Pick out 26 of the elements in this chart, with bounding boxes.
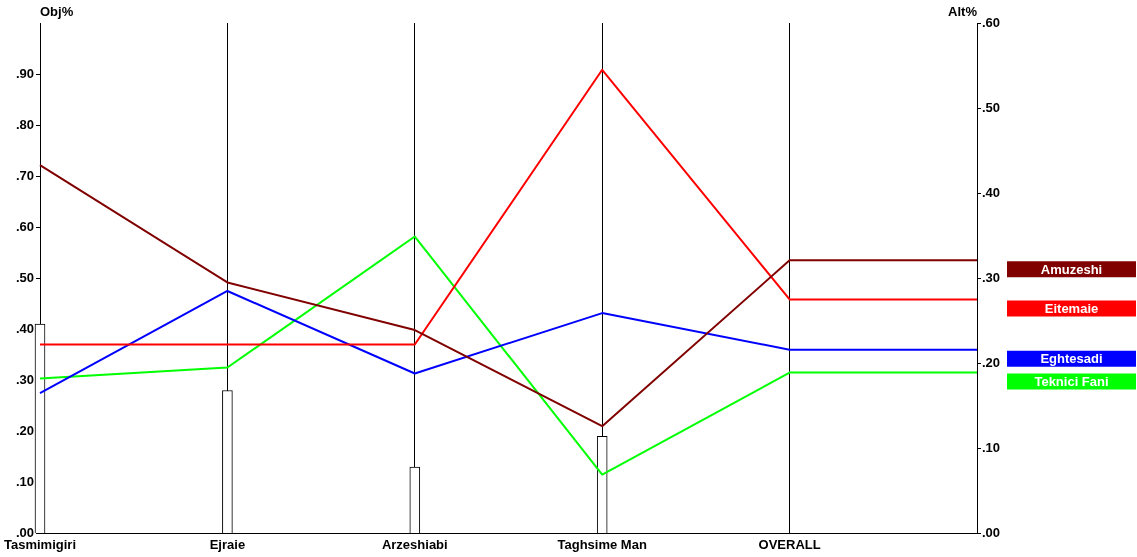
text: Amuzeshi — [1040, 261, 1103, 277]
y-tick-label: .70 — [15, 167, 34, 183]
x-tick-label: Taghsime Man — [557, 536, 647, 552]
y-axis-title: Obj% — [40, 4, 74, 20]
y2-tick-label: .10 — [982, 439, 1001, 455]
text: Eghtesadi — [1040, 351, 1103, 367]
y2-tick-label: .20 — [982, 354, 1001, 370]
x-tick-label: Arzeshiabi — [381, 536, 448, 552]
x-tick-label: Ejraie — [209, 536, 246, 552]
y2-tick-label: .40 — [982, 184, 1001, 200]
y-tick-label: .20 — [15, 422, 34, 438]
x-tick-label: OVERALL — [758, 536, 821, 552]
y2-tick-label: .50 — [982, 99, 1001, 115]
y-tick-label: .90 — [15, 65, 34, 81]
y-tick-label: .30 — [15, 371, 34, 387]
y2-tick-label: .00 — [982, 524, 1001, 540]
y-tick-label: .40 — [15, 320, 34, 336]
text: Teknici Fani — [1034, 374, 1109, 390]
text: Eitemaie — [1044, 301, 1099, 317]
y2-axis-title: Alt% — [948, 4, 978, 20]
y2-tick-label: .30 — [982, 269, 1001, 285]
y-tick-label: .10 — [15, 473, 34, 489]
y-tick-label: .50 — [15, 269, 34, 285]
y2-tick-label: .60 — [982, 14, 1001, 30]
y-tick-label: .60 — [15, 218, 34, 234]
y-tick-label: .80 — [15, 116, 34, 132]
